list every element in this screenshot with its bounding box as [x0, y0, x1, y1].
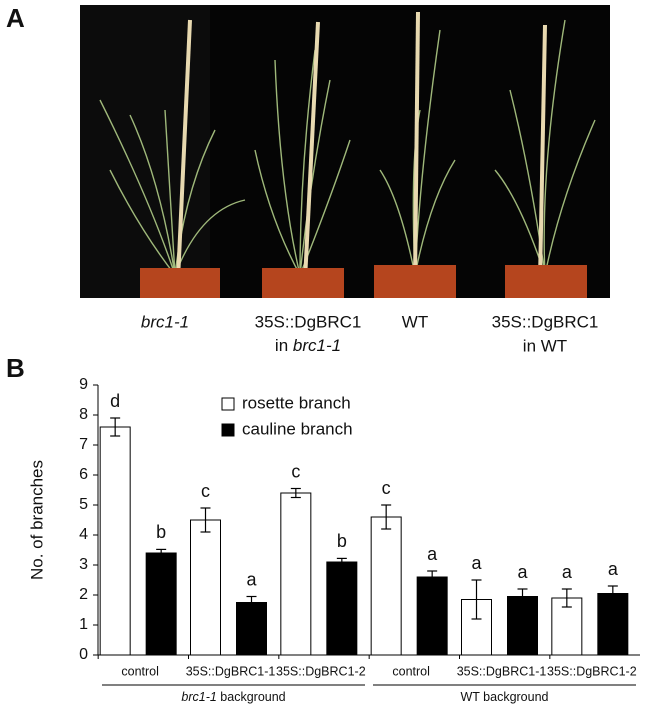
error-bar [471, 579, 482, 620]
error-bar [517, 588, 528, 605]
bar [280, 492, 312, 656]
x-tick-label: 35S::DgBRC1-2 [276, 664, 366, 678]
stakes [176, 11, 547, 281]
photo [80, 5, 610, 298]
significance-letter: c [291, 461, 300, 481]
y-tick-label: 5 [79, 496, 88, 513]
y-tick-label: 2 [79, 586, 88, 603]
y-tick-label: 9 [79, 376, 88, 393]
bar [190, 519, 221, 656]
pots [140, 265, 587, 298]
error-bar [336, 557, 347, 567]
legend-label: rosette branch [242, 393, 351, 412]
y-tick-label: 0 [79, 646, 88, 663]
legend-swatch [221, 397, 235, 411]
x-tick-label: 35S::DgBRC1-1 [457, 664, 547, 678]
group-label-part: brc1-1 [181, 690, 216, 704]
significance-letter: a [562, 562, 573, 582]
caption: in brc1-1 [275, 336, 341, 355]
bar [99, 426, 131, 656]
significance-letter: a [608, 559, 619, 579]
plants [99, 19, 596, 276]
error-bar [110, 417, 121, 437]
caption: WT [402, 312, 428, 331]
caption: 35S::DgBRC1 [492, 312, 599, 331]
legend-label: cauline branch [242, 419, 353, 438]
significance-letter: b [337, 531, 347, 551]
y-tick-label: 7 [79, 436, 88, 453]
legend-swatch [221, 423, 235, 437]
x-tick-label: 35S::DgBRC1-1 [186, 664, 276, 678]
y-tick-label: 6 [79, 466, 88, 483]
error-bar [561, 588, 572, 608]
panel-label: A [6, 3, 25, 33]
caption-part: in [275, 336, 288, 355]
y-tick-label: 3 [79, 556, 88, 573]
significance-letter: a [246, 569, 257, 589]
x-tick-label: control [121, 664, 159, 678]
y-tick-label: 1 [79, 616, 88, 633]
bar [416, 576, 448, 656]
significance-letter: d [110, 391, 120, 411]
caption: in WT [523, 336, 567, 355]
y-tick-label: 4 [79, 526, 88, 543]
significance-letter: c [382, 478, 391, 498]
group-label: WT background [460, 690, 548, 704]
significance-letter: b [156, 522, 166, 542]
error-bar [607, 585, 618, 602]
bar [236, 602, 267, 656]
x-tick-label: 35S::DgBRC1-2 [547, 664, 637, 678]
bar [507, 596, 538, 656]
error-bar [381, 504, 392, 530]
error-bar [246, 595, 257, 610]
y-tick-label: 8 [79, 406, 88, 423]
group-label: brc1-1 background [181, 690, 285, 704]
error-bar [427, 570, 438, 584]
significance-letter: a [427, 544, 438, 564]
error-bar [290, 487, 301, 499]
error-bar [200, 507, 211, 533]
bar [461, 599, 492, 656]
caption: brc1-1 [141, 312, 189, 331]
caption-part: brc1-1 [293, 336, 341, 355]
bar [370, 516, 402, 656]
x-tick-label: control [392, 664, 430, 678]
y-axis-label: No. of branches [27, 460, 46, 580]
bar [597, 593, 629, 656]
caption: 35S::DgBRC1 [255, 312, 362, 331]
group-label-part: WT background [460, 690, 548, 704]
bar [145, 552, 177, 656]
significance-letter: a [517, 562, 528, 582]
panel-label: B [6, 353, 25, 383]
significance-letter: a [471, 553, 482, 573]
group-label-part: background [220, 690, 285, 704]
bar [326, 561, 358, 656]
error-bar [156, 548, 167, 558]
significance-letter: c [201, 481, 210, 501]
